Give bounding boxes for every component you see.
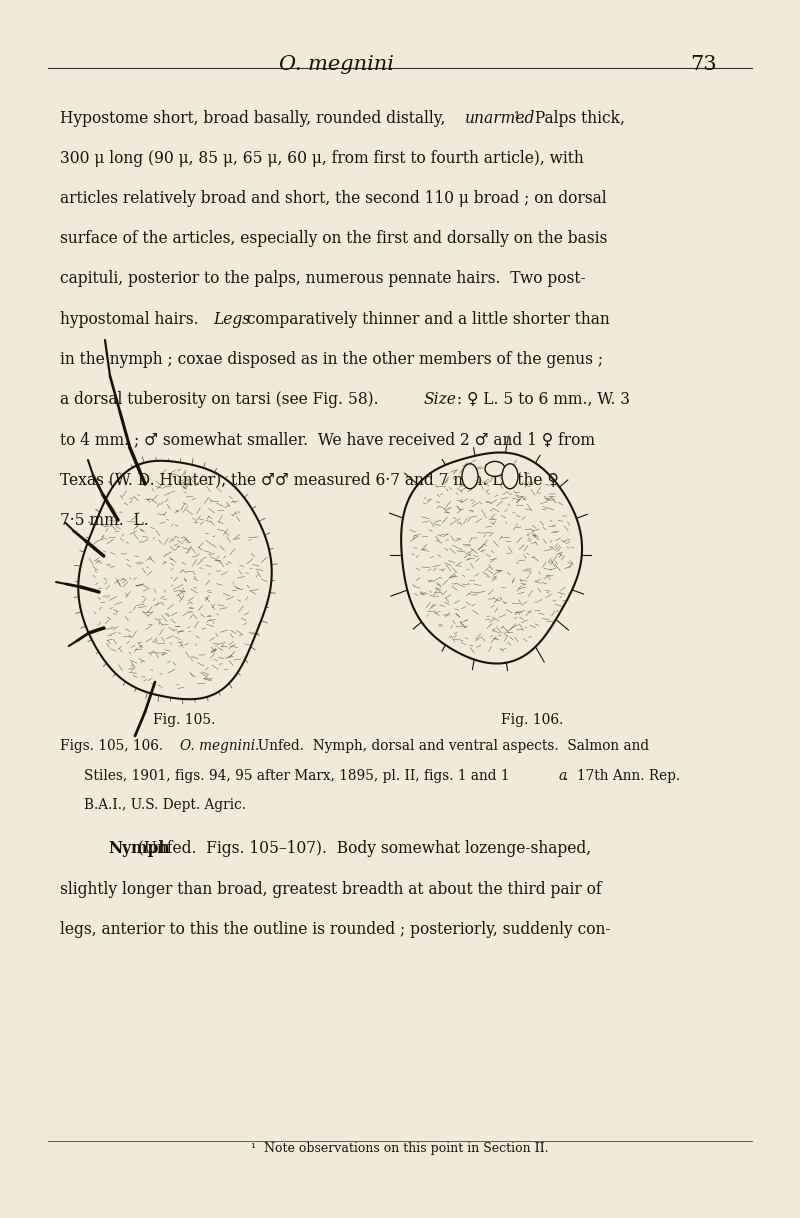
Ellipse shape: [502, 464, 518, 488]
Text: ¹  Note observations on this point in Section II.: ¹ Note observations on this point in Sec…: [251, 1141, 549, 1155]
Text: legs, anterior to this the outline is rounded ; posteriorly, suddenly con-: legs, anterior to this the outline is ro…: [60, 921, 610, 938]
Text: capituli, posterior to the palps, numerous pennate hairs.  Two post-: capituli, posterior to the palps, numero…: [60, 270, 586, 287]
Text: B.A.I., U.S. Dept. Agric.: B.A.I., U.S. Dept. Agric.: [84, 798, 246, 811]
Text: ¹.  Palps thick,: ¹. Palps thick,: [514, 110, 625, 127]
Text: Unfed.  Nymph, dorsal and ventral aspects.  Salmon and: Unfed. Nymph, dorsal and ventral aspects…: [249, 739, 649, 753]
Text: Size: Size: [424, 391, 457, 408]
Text: in the nymph ; coxae disposed as in the other members of the genus ;: in the nymph ; coxae disposed as in the …: [60, 351, 603, 368]
Text: comparatively thinner and a little shorter than: comparatively thinner and a little short…: [242, 311, 610, 328]
Text: O. megnini: O. megnini: [278, 55, 394, 74]
Text: Hypostome short, broad basally, rounded distally,: Hypostome short, broad basally, rounded …: [60, 110, 450, 127]
Text: Fig. 105.: Fig. 105.: [153, 713, 215, 726]
Text: Stiles, 1901, figs. 94, 95 after Marx, 1895, pl. II, figs. 1 and 1: Stiles, 1901, figs. 94, 95 after Marx, 1…: [84, 769, 514, 782]
Text: O. megnini.: O. megnini.: [180, 739, 260, 753]
Text: to 4 mm. ; ♂ somewhat smaller.  We have received 2 ♂ and 1 ♀ from: to 4 mm. ; ♂ somewhat smaller. We have r…: [60, 431, 595, 448]
Text: slightly longer than broad, greatest breadth at about the third pair of: slightly longer than broad, greatest bre…: [60, 881, 602, 898]
Text: Nymph: Nymph: [108, 840, 170, 857]
Text: : ♀ L. 5 to 6 mm., W. 3: : ♀ L. 5 to 6 mm., W. 3: [453, 391, 630, 408]
Text: Figs. 105, 106.: Figs. 105, 106.: [60, 739, 172, 753]
Text: articles relatively broad and short, the second 110 μ broad ; on dorsal: articles relatively broad and short, the…: [60, 190, 606, 207]
Text: Fig. 106.: Fig. 106.: [501, 713, 563, 726]
Text: Legs: Legs: [214, 311, 251, 328]
Text: a dorsal tuberosity on tarsi (see Fig. 58).: a dorsal tuberosity on tarsi (see Fig. 5…: [60, 391, 388, 408]
Text: surface of the articles, especially on the first and dorsally on the basis: surface of the articles, especially on t…: [60, 230, 607, 247]
Polygon shape: [401, 453, 582, 664]
Text: (Unfed.  Figs. 105–107).  Body somewhat lozenge-shaped,: (Unfed. Figs. 105–107). Body somewhat lo…: [133, 840, 591, 857]
Text: 300 μ long (90 μ, 85 μ, 65 μ, 60 μ, from first to fourth article), with: 300 μ long (90 μ, 85 μ, 65 μ, 60 μ, from…: [60, 150, 584, 167]
Text: .  17th Ann. Rep.: . 17th Ann. Rep.: [565, 769, 681, 782]
Text: Texas (W. D. Hunter), the ♂♂ measured 6·7 and 7 mm. L., the ♀: Texas (W. D. Hunter), the ♂♂ measured 6·…: [60, 471, 558, 488]
Text: unarmed: unarmed: [465, 110, 535, 127]
Ellipse shape: [485, 462, 505, 476]
Text: hypostomal hairs.: hypostomal hairs.: [60, 311, 208, 328]
Polygon shape: [78, 460, 272, 699]
Text: 7·5 mm.  L.: 7·5 mm. L.: [60, 512, 149, 529]
Text: a: a: [558, 769, 566, 782]
Ellipse shape: [462, 464, 478, 488]
Text: 73: 73: [690, 55, 718, 74]
